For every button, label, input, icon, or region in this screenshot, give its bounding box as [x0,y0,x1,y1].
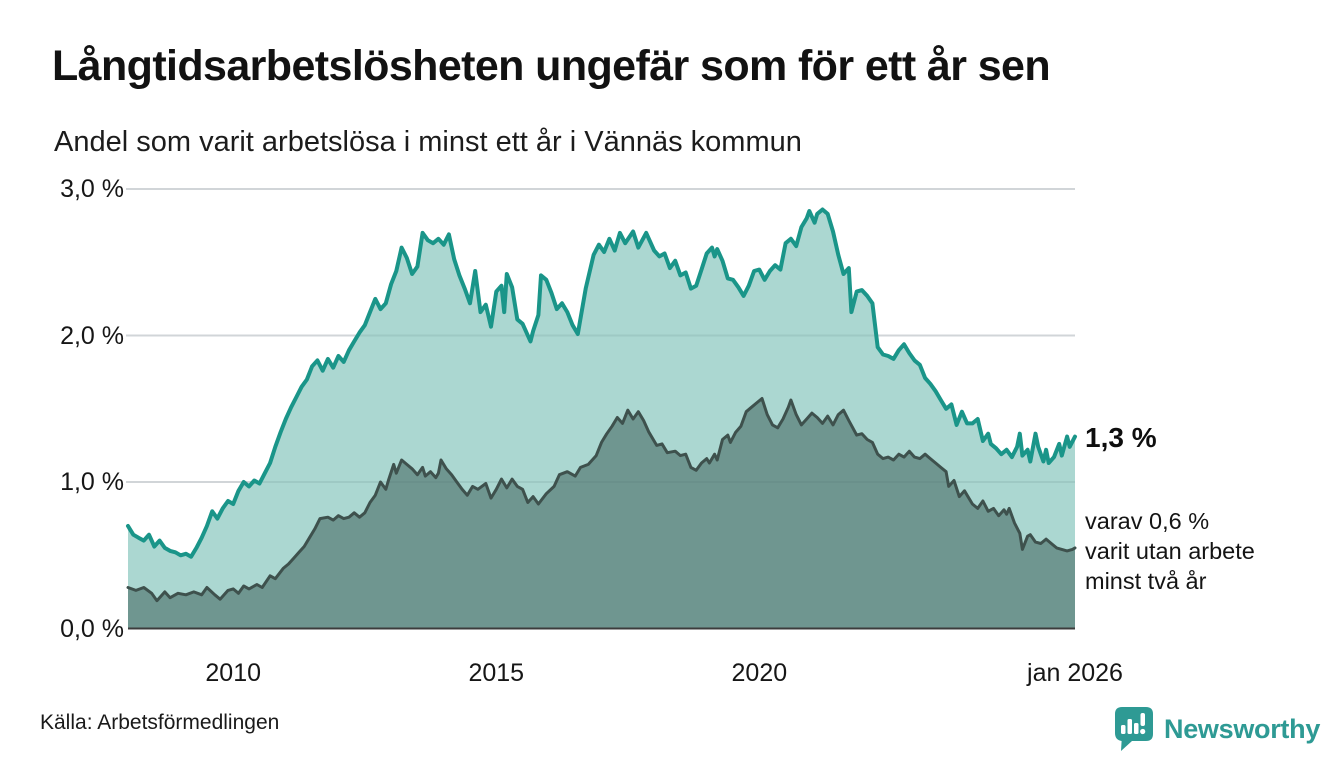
two-year-annotation: varav 0,6 % varit utan arbete minst två … [1085,506,1255,596]
area-fills-layer [128,209,1075,629]
x-tick-label-2020: 2020 [731,659,788,687]
newsworthy-brand: Newsworthy [1113,705,1320,753]
two-year-annotation-line1: varav 0,6 % [1085,508,1210,534]
unemployed-min-1-year-line [126,207,1077,559]
chart-subtitle: Andel som varit arbetslösa i minst ett å… [54,126,802,158]
latest-value-label: 1,3 % [1085,422,1157,453]
newsworthy-logo-icon [1115,707,1153,751]
x-tick-label-2015: 2015 [468,659,525,687]
source-credit: Källa: Arbetsförmedlingen [40,711,280,734]
unemployed-min-2-years-area [128,398,1075,629]
x-tick-label-2010: 2010 [205,659,262,687]
y-tick-label-3: 3,0 % [60,175,124,203]
y-tick-label-2: 2,0 % [60,321,124,350]
y-tick-label-1: 1,0 % [60,468,124,496]
gridlines-overlay-layer [126,188,1075,483]
chart-title: Långtidsarbetslösheten ungefär som för e… [52,42,1051,90]
newsworthy-brand-text: Newsworthy [1164,713,1321,744]
two-year-annotation-line2: varit utan arbete [1085,538,1255,564]
two-year-annotation-line3: minst två år [1085,568,1207,594]
y-tick-label-0: 0,0 % [60,614,124,643]
series-lines-layer [126,207,1077,603]
unemployed-min-2-years-line [126,397,1077,603]
x-tick-label-jan-2026: jan 2026 [1027,659,1123,687]
